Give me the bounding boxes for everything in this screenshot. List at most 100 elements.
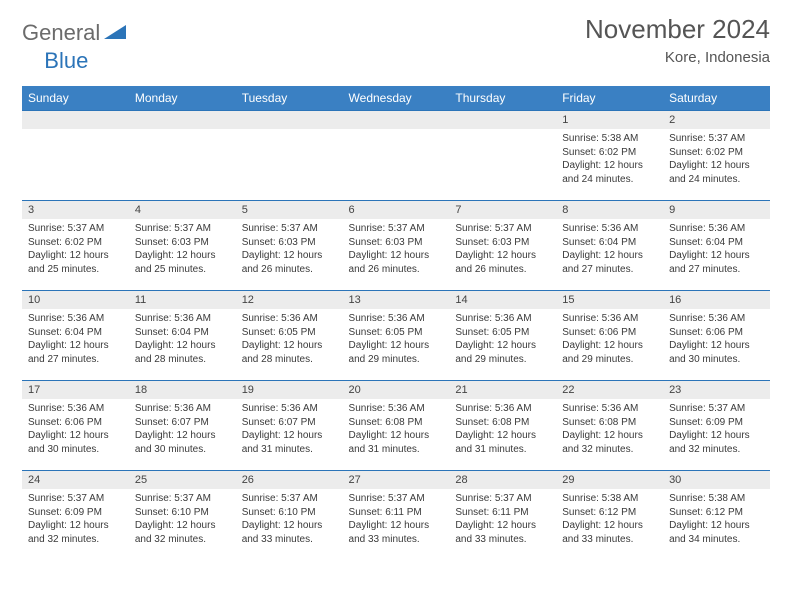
page-title: November 2024 xyxy=(585,14,770,45)
calendar-day: 21Sunrise: 5:36 AMSunset: 6:08 PMDayligh… xyxy=(449,381,556,471)
day-number xyxy=(236,111,343,129)
sunrise-line: Sunrise: 5:38 AM xyxy=(562,492,657,506)
day-number: 1 xyxy=(556,111,663,129)
day-content: Sunrise: 5:38 AMSunset: 6:02 PMDaylight:… xyxy=(556,129,663,190)
sunset-line: Sunset: 6:04 PM xyxy=(28,326,123,340)
logo: General xyxy=(22,14,128,46)
sunset-line: Sunset: 6:07 PM xyxy=(242,416,337,430)
day-number: 30 xyxy=(663,471,770,489)
sunset-line: Sunset: 6:06 PM xyxy=(562,326,657,340)
sunset-line: Sunset: 6:03 PM xyxy=(455,236,550,250)
sunrise-line: Sunrise: 5:36 AM xyxy=(562,222,657,236)
sunrise-line: Sunrise: 5:37 AM xyxy=(349,222,444,236)
daylight-line: Daylight: 12 hours and 31 minutes. xyxy=(455,429,550,456)
day-number: 15 xyxy=(556,291,663,309)
daylight-line: Daylight: 12 hours and 27 minutes. xyxy=(28,339,123,366)
sunset-line: Sunset: 6:09 PM xyxy=(28,506,123,520)
day-header: Friday xyxy=(556,86,663,111)
logo-text-blue: Blue xyxy=(44,48,88,74)
day-content: Sunrise: 5:36 AMSunset: 6:07 PMDaylight:… xyxy=(129,399,236,460)
sunrise-line: Sunrise: 5:37 AM xyxy=(242,222,337,236)
daylight-line: Daylight: 12 hours and 33 minutes. xyxy=(455,519,550,546)
day-number: 11 xyxy=(129,291,236,309)
day-number xyxy=(343,111,450,129)
day-content: Sunrise: 5:36 AMSunset: 6:08 PMDaylight:… xyxy=(449,399,556,460)
day-content: Sunrise: 5:37 AMSunset: 6:09 PMDaylight:… xyxy=(22,489,129,550)
sunrise-line: Sunrise: 5:36 AM xyxy=(135,312,230,326)
day-content: Sunrise: 5:37 AMSunset: 6:09 PMDaylight:… xyxy=(663,399,770,460)
day-content: Sunrise: 5:38 AMSunset: 6:12 PMDaylight:… xyxy=(556,489,663,550)
day-content: Sunrise: 5:37 AMSunset: 6:03 PMDaylight:… xyxy=(449,219,556,280)
sunset-line: Sunset: 6:06 PM xyxy=(28,416,123,430)
day-content: Sunrise: 5:37 AMSunset: 6:03 PMDaylight:… xyxy=(129,219,236,280)
calendar-day: 6Sunrise: 5:37 AMSunset: 6:03 PMDaylight… xyxy=(343,201,450,291)
daylight-line: Daylight: 12 hours and 29 minutes. xyxy=(562,339,657,366)
day-content: Sunrise: 5:36 AMSunset: 6:04 PMDaylight:… xyxy=(129,309,236,370)
sunset-line: Sunset: 6:02 PM xyxy=(562,146,657,160)
calendar-day: 15 Sunrise: 5:36 AMSunset: 6:06 PMDayligh… xyxy=(556,291,663,381)
sunrise-line: Sunrise: 5:36 AM xyxy=(349,312,444,326)
sunrise-line: Sunrise: 5:37 AM xyxy=(242,492,337,506)
calendar-day: 30Sunrise: 5:38 AMSunset: 6:12 PMDayligh… xyxy=(663,471,770,561)
calendar-day: 26Sunrise: 5:37 AMSunset: 6:10 PMDayligh… xyxy=(236,471,343,561)
sunset-line: Sunset: 6:08 PM xyxy=(562,416,657,430)
sunrise-line: Sunrise: 5:36 AM xyxy=(28,312,123,326)
calendar-week: 17Sunrise: 5:36 AMSunset: 6:06 PMDayligh… xyxy=(22,381,770,471)
sunrise-line: Sunrise: 5:36 AM xyxy=(562,312,657,326)
sunset-line: Sunset: 6:10 PM xyxy=(135,506,230,520)
day-content: Sunrise: 5:36 AMSunset: 6:04 PMDaylight:… xyxy=(556,219,663,280)
day-number: 18 xyxy=(129,381,236,399)
calendar-day: 8Sunrise: 5:36 AMSunset: 6:04 PMDaylight… xyxy=(556,201,663,291)
day-number: 13 xyxy=(343,291,450,309)
sunrise-line: Sunrise: 5:37 AM xyxy=(455,222,550,236)
day-number: 16 xyxy=(663,291,770,309)
calendar-day: 13Sunrise: 5:36 AMSunset: 6:05 PMDayligh… xyxy=(343,291,450,381)
sunset-line: Sunset: 6:05 PM xyxy=(455,326,550,340)
day-header-row: Sunday Monday Tuesday Wednesday Thursday… xyxy=(22,86,770,111)
calendar-day: 10 Sunrise: 5:36 AMSunset: 6:04 PMDayligh… xyxy=(22,291,129,381)
daylight-line: Daylight: 12 hours and 26 minutes. xyxy=(455,249,550,276)
daylight-line: Daylight: 12 hours and 26 minutes. xyxy=(242,249,337,276)
sunset-line: Sunset: 6:08 PM xyxy=(349,416,444,430)
calendar-day: 11Sunrise: 5:36 AMSunset: 6:04 PMDayligh… xyxy=(129,291,236,381)
daylight-line: Daylight: 12 hours and 24 minutes. xyxy=(669,159,764,186)
day-content: Sunrise: 5:37 AMSunset: 6:10 PMDaylight:… xyxy=(236,489,343,550)
logo-triangle-icon xyxy=(104,23,126,44)
day-number: 4 xyxy=(129,201,236,219)
daylight-line: Daylight: 12 hours and 25 minutes. xyxy=(135,249,230,276)
calendar-day: 29Sunrise: 5:38 AMSunset: 6:12 PMDayligh… xyxy=(556,471,663,561)
daylight-line: Daylight: 12 hours and 32 minutes. xyxy=(135,519,230,546)
daylight-line: Daylight: 12 hours and 33 minutes. xyxy=(242,519,337,546)
sunset-line: Sunset: 6:10 PM xyxy=(242,506,337,520)
sunset-line: Sunset: 6:04 PM xyxy=(669,236,764,250)
sunrise-line: Sunrise: 5:36 AM xyxy=(562,402,657,416)
calendar-day: 17Sunrise: 5:36 AMSunset: 6:06 PMDayligh… xyxy=(22,381,129,471)
calendar-day: 20Sunrise: 5:36 AMSunset: 6:08 PMDayligh… xyxy=(343,381,450,471)
daylight-line: Daylight: 12 hours and 29 minutes. xyxy=(455,339,550,366)
daylight-line: Daylight: 12 hours and 32 minutes. xyxy=(562,429,657,456)
day-number: 10 xyxy=(22,291,129,309)
daylight-line: Daylight: 12 hours and 28 minutes. xyxy=(242,339,337,366)
daylight-line: Daylight: 12 hours and 32 minutes. xyxy=(669,429,764,456)
day-content: Sunrise: 5:37 AMSunset: 6:03 PMDaylight:… xyxy=(343,219,450,280)
sunrise-line: Sunrise: 5:37 AM xyxy=(669,402,764,416)
daylight-line: Daylight: 12 hours and 31 minutes. xyxy=(242,429,337,456)
day-number xyxy=(129,111,236,129)
logo-text-general: General xyxy=(22,20,100,46)
day-content: Sunrise: 5:36 AMSunset: 6:05 PMDaylight:… xyxy=(236,309,343,370)
daylight-line: Daylight: 12 hours and 31 minutes. xyxy=(349,429,444,456)
sunrise-line: Sunrise: 5:36 AM xyxy=(669,222,764,236)
daylight-line: Daylight: 12 hours and 26 minutes. xyxy=(349,249,444,276)
day-header: Saturday xyxy=(663,86,770,111)
sunrise-line: Sunrise: 5:37 AM xyxy=(135,492,230,506)
sunrise-line: Sunrise: 5:36 AM xyxy=(28,402,123,416)
sunrise-line: Sunrise: 5:38 AM xyxy=(669,492,764,506)
day-content: Sunrise: 5:37 AMSunset: 6:02 PMDaylight:… xyxy=(22,219,129,280)
sunset-line: Sunset: 6:04 PM xyxy=(135,326,230,340)
day-content: Sunrise: 5:37 AMSunset: 6:11 PMDaylight:… xyxy=(343,489,450,550)
calendar-day: 23Sunrise: 5:37 AMSunset: 6:09 PMDayligh… xyxy=(663,381,770,471)
day-header: Sunday xyxy=(22,86,129,111)
day-number: 19 xyxy=(236,381,343,399)
sunset-line: Sunset: 6:07 PM xyxy=(135,416,230,430)
daylight-line: Daylight: 12 hours and 30 minutes. xyxy=(135,429,230,456)
